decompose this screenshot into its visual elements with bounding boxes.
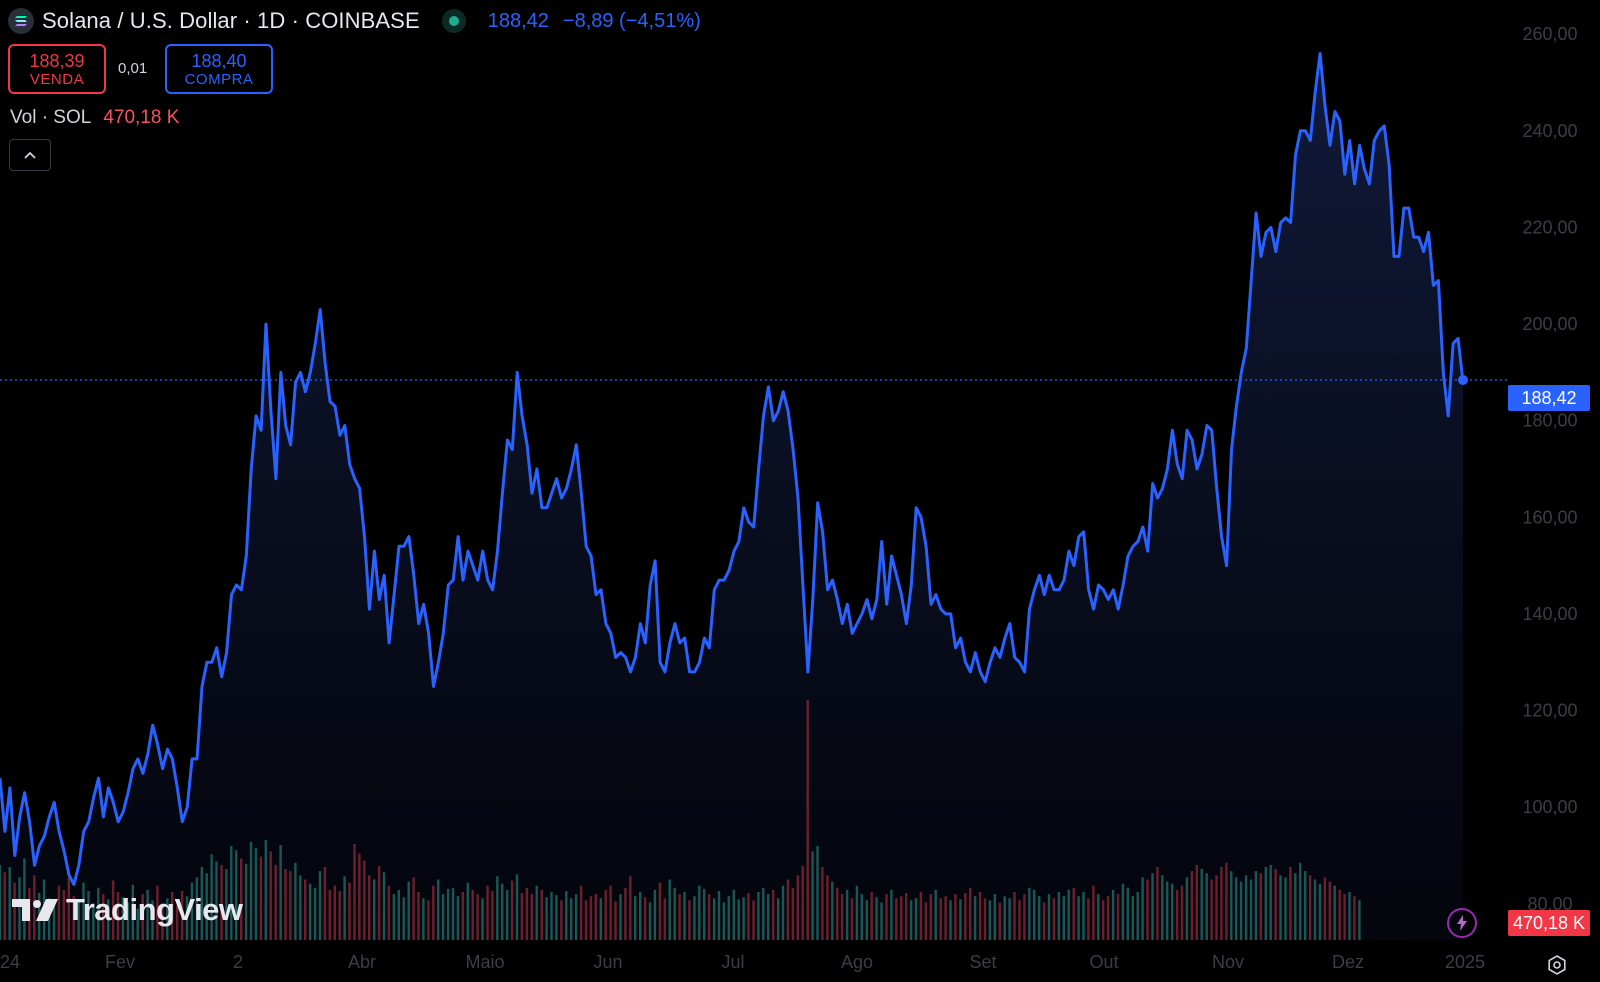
solana-logo-icon[interactable] [8, 8, 34, 34]
market-open-dot-icon [441, 9, 466, 33]
x-tick-label: Fev [105, 952, 135, 972]
y-tick-label: 80,00 [1527, 894, 1572, 914]
volume-value: 470,18 K [103, 107, 180, 128]
settings-gear-icon[interactable] [1546, 954, 1568, 976]
spread-value: 0,01 [118, 60, 148, 77]
price-change-readout: −8,89 (−4,51%) [562, 9, 701, 32]
price-axis[interactable]: 260,00 240,00 220,00 200,00 180,00 160,00 140,… [1522, 24, 1577, 914]
y-tick-label: 220,00 [1522, 217, 1577, 237]
y-tick-label: 180,00 [1522, 411, 1577, 431]
last-price-dot [1458, 375, 1468, 386]
x-tick-label: Ago [841, 952, 873, 972]
tradingview-logo-icon [12, 899, 58, 921]
time-axis[interactable]: 24 Fev 2 Abr Maio Jun Jul Ago Set Out Nov Dez 2025 [0, 952, 1485, 972]
price-line [0, 52, 1465, 886]
buy-button[interactable]: 188,40 COMPRA [165, 44, 273, 94]
y-tick-label: 120,00 [1522, 701, 1577, 721]
tradingview-logo[interactable]: TradingView [12, 892, 243, 928]
x-tick-label: Jun [593, 952, 622, 972]
volume-price-tag: 470,18 K [1508, 910, 1590, 936]
x-tick-label: Abr [348, 952, 376, 972]
sell-price: 188,39 [29, 50, 85, 71]
tradingview-logo-text: TradingView [66, 892, 243, 927]
chevron-up-icon [24, 151, 36, 159]
y-tick-label: 260,00 [1522, 24, 1577, 44]
volume-label: Vol · SOL [10, 107, 92, 128]
last-price-tag: 188,42 [1508, 385, 1590, 411]
sell-button[interactable]: 188,39 VENDA [8, 44, 106, 94]
lightning-icon[interactable] [1447, 908, 1477, 938]
collapse-legend-button[interactable] [9, 139, 51, 171]
last-price-readout: 188,42 [487, 9, 549, 32]
y-tick-label: 200,00 [1522, 314, 1577, 334]
x-tick-label: Dez [1332, 952, 1364, 972]
x-tick-label: Maio [465, 952, 504, 972]
symbol-title[interactable]: Solana / U.S. Dollar · 1D · COINBASE [42, 8, 420, 33]
buy-label: COMPRA [184, 70, 254, 88]
y-tick-label: 140,00 [1522, 604, 1577, 624]
symbol-legend: Solana / U.S. Dollar · 1D · COINBASE 188… [8, 6, 701, 36]
x-tick-label: Jul [721, 952, 744, 972]
price-area-fill [0, 53, 1463, 940]
x-tick-label: Set [969, 952, 996, 972]
y-tick-label: 240,00 [1522, 121, 1577, 141]
y-tick-label: 160,00 [1522, 507, 1577, 527]
x-tick-label: 2 [233, 952, 243, 972]
volume-legend[interactable]: Vol · SOL 470,18 K [10, 107, 179, 129]
x-tick-label: 2025 [1445, 952, 1485, 972]
x-tick-label: Out [1089, 952, 1118, 972]
y-tick-label: 100,00 [1522, 797, 1577, 817]
x-tick-label: 24 [0, 952, 20, 972]
buy-price: 188,40 [191, 50, 247, 71]
sell-label: VENDA [29, 70, 85, 88]
x-tick-label: Nov [1212, 952, 1244, 972]
